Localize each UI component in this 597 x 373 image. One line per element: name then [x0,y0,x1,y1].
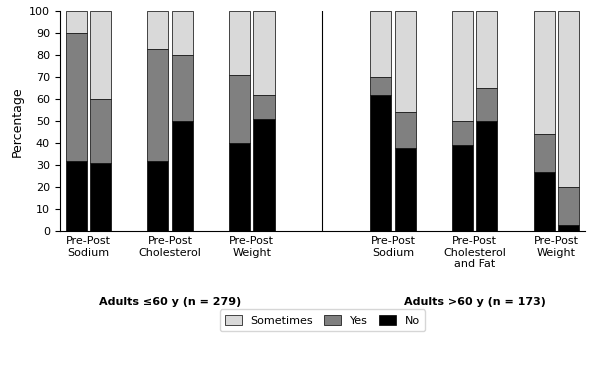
Bar [229,143,250,231]
Bar [395,148,416,231]
Bar [172,121,193,231]
Bar [147,161,168,231]
Bar [452,145,473,231]
Bar [172,55,193,121]
Bar [534,172,555,231]
Bar [476,121,497,231]
Bar [229,11,250,75]
Bar [534,11,555,134]
Bar [476,88,497,121]
Text: Adults ≤60 y (n = 279): Adults ≤60 y (n = 279) [99,297,241,307]
Bar [147,48,168,161]
Bar [370,77,391,95]
Bar [476,11,497,88]
Bar [147,11,168,48]
Bar [66,33,87,161]
Bar [395,11,416,112]
Bar [254,95,275,119]
Bar [558,225,579,231]
Bar [370,11,391,77]
Bar [66,11,87,33]
Bar [558,187,579,225]
Legend: Sometimes, Yes, No: Sometimes, Yes, No [220,310,425,331]
Bar [395,112,416,148]
Bar [452,11,473,121]
Bar [370,95,391,231]
Bar [229,75,250,143]
Bar [534,134,555,172]
Bar [66,161,87,231]
Text: Adults >60 y (n = 173): Adults >60 y (n = 173) [404,297,546,307]
Y-axis label: Percentage: Percentage [10,86,23,157]
Bar [172,11,193,55]
Bar [254,119,275,231]
Bar [558,11,579,187]
Bar [90,163,111,231]
Bar [90,11,111,99]
Bar [452,121,473,145]
Bar [90,99,111,163]
Bar [254,11,275,95]
